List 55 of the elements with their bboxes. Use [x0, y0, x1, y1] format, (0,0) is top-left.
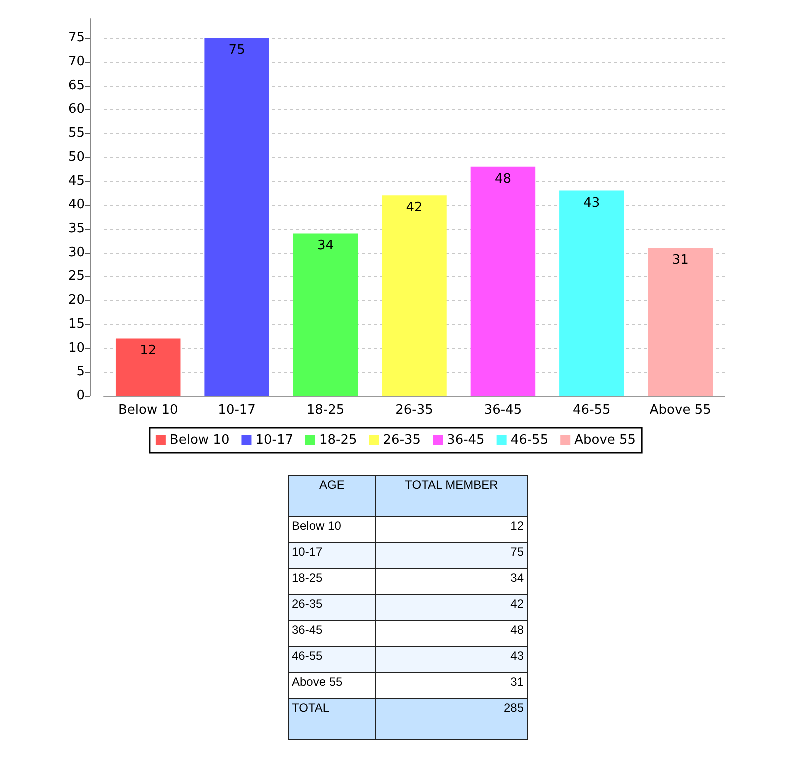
data-label: 42	[406, 200, 423, 216]
y-tick-label: 45	[68, 174, 85, 189]
legend-label: 26-35	[383, 433, 422, 448]
category-label: Below 10	[292, 519, 342, 533]
text: 42	[376, 594, 528, 620]
category-label: Above 55	[292, 675, 343, 689]
text: 43	[376, 646, 528, 672]
x-tick-label: 46-55	[573, 403, 611, 418]
y-tick-label: 70	[68, 54, 85, 70]
text: AGE	[288, 476, 376, 516]
text: TOTAL MEMBER	[376, 476, 528, 516]
legend-label: Above 55	[574, 433, 636, 448]
y-tick-label: 65	[68, 78, 85, 94]
data-label: 31	[672, 253, 689, 268]
y-tick-label: 35	[68, 221, 85, 236]
y-tick-label: 75	[68, 30, 85, 46]
y-tick-label: 40	[68, 198, 85, 213]
y-tick-label: 5	[76, 364, 85, 380]
y-tick-label: 60	[68, 102, 85, 118]
text: 31	[376, 672, 528, 698]
legend-label: 36-45	[447, 433, 485, 448]
y-tick-label: 30	[68, 245, 85, 260]
text: TOTAL	[288, 698, 376, 740]
data-label: 34	[318, 238, 334, 254]
data-label: 43	[584, 196, 600, 211]
text: 48	[376, 620, 528, 646]
x-tick-label: Above 55	[650, 403, 712, 418]
legend-label: Below 10	[170, 433, 230, 448]
y-tick-label: 0	[76, 388, 85, 404]
text: 75	[376, 542, 528, 568]
x-tick-label: 36-45	[484, 403, 522, 418]
data-label: 12	[140, 344, 157, 359]
legend-label: 18-25	[320, 433, 358, 448]
text: 285	[376, 698, 528, 740]
text: 34	[376, 568, 528, 594]
category-label: 26-35	[292, 597, 323, 611]
category-label: 46-55	[292, 649, 323, 663]
category-label: 10-17	[292, 545, 323, 559]
legend-label: 10-17	[256, 433, 294, 448]
y-tick-label: 25	[68, 269, 85, 284]
category-label: 18-25	[292, 571, 323, 585]
x-tick-label: 10-17	[218, 403, 256, 418]
x-tick-label: 18-25	[306, 403, 345, 418]
data-label: 48	[494, 172, 512, 187]
x-tick-label: 26-35	[396, 403, 434, 418]
category-label: 36-45	[292, 623, 323, 637]
legend-label: 46-55	[510, 433, 549, 448]
y-tick-label: 55	[68, 126, 85, 142]
text: 12	[376, 516, 528, 542]
y-tick-label: 50	[68, 150, 85, 165]
x-tick-label: Below 10	[118, 403, 178, 418]
y-tick-label: 15	[68, 316, 85, 332]
y-tick-label: 10	[68, 340, 85, 356]
y-tick-label: 20	[68, 293, 85, 308]
data-label: 75	[228, 43, 246, 58]
